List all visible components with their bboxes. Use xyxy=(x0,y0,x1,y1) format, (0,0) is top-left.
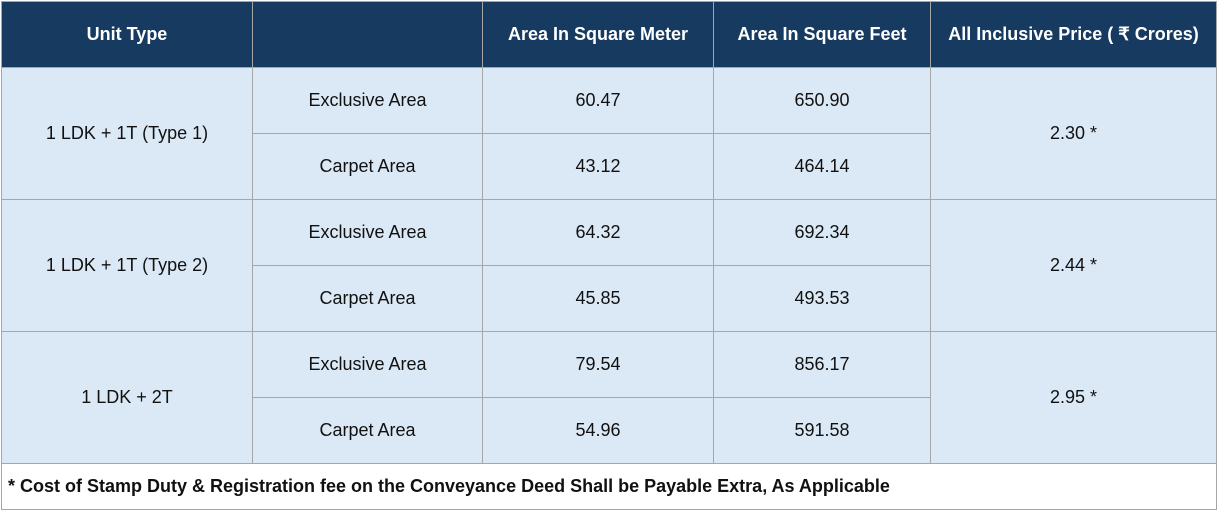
sqft-cell: 856.17 xyxy=(713,331,931,398)
area-label-cell: Carpet Area xyxy=(252,133,483,200)
price-cell: 2.30 * xyxy=(930,67,1217,200)
header-sqft: Area In Square Feet xyxy=(713,1,931,68)
table-row: 1 LDK + 1T (Type 1) Exclusive Area 60.47 65… xyxy=(1,67,1217,200)
footnote: * Cost of Stamp Duty & Registration fee … xyxy=(1,463,1217,510)
area-label-cell: Exclusive Area xyxy=(252,331,483,398)
sqft-cell: 591.58 xyxy=(713,397,931,464)
price-cell: 2.95 * xyxy=(930,331,1217,464)
sqm-cell: 60.47 xyxy=(482,67,714,134)
sqm-cell: 64.32 xyxy=(482,199,714,266)
table-row: 1 LDK + 2T Exclusive Area 79.54 856.17 2.95 … xyxy=(1,331,1217,464)
header-blank xyxy=(252,1,483,68)
header-unit-type: Unit Type xyxy=(1,1,253,68)
table-row: 1 LDK + 1T (Type 2) Exclusive Area 64.32 69… xyxy=(1,199,1217,332)
header-sqm: Area In Square Meter xyxy=(482,1,714,68)
sqm-cell: 79.54 xyxy=(482,331,714,398)
header-row: Unit Type Area In Square Meter Area In S… xyxy=(1,1,1217,68)
table-row: Carpet Area 45.85 493.53 xyxy=(2,265,1217,332)
sqm-cell: 45.85 xyxy=(482,265,714,332)
sqm-cell: 54.96 xyxy=(482,397,714,464)
sqft-cell: 692.34 xyxy=(713,199,931,266)
area-label-cell: Exclusive Area xyxy=(252,199,483,266)
header-price: All Inclusive Price ( ₹ Crores) xyxy=(930,1,1217,68)
sqft-cell: 464.14 xyxy=(713,133,931,200)
sqft-cell: 650.90 xyxy=(713,67,931,134)
unit-type-cell: 1 LDK + 2T xyxy=(1,331,253,464)
sqft-cell: 493.53 xyxy=(713,265,931,332)
sqm-cell: 43.12 xyxy=(482,133,714,200)
area-label-cell: Exclusive Area xyxy=(252,67,483,134)
table-row: Carpet Area 54.96 591.58 xyxy=(2,397,1217,464)
unit-type-cell: 1 LDK + 1T (Type 1) xyxy=(1,67,253,200)
table-row: Carpet Area 43.12 464.14 xyxy=(2,133,1217,200)
area-label-cell: Carpet Area xyxy=(252,265,483,332)
area-label-cell: Carpet Area xyxy=(252,397,483,464)
unit-type-cell: 1 LDK + 1T (Type 2) xyxy=(1,199,253,332)
price-cell: 2.44 * xyxy=(930,199,1217,332)
